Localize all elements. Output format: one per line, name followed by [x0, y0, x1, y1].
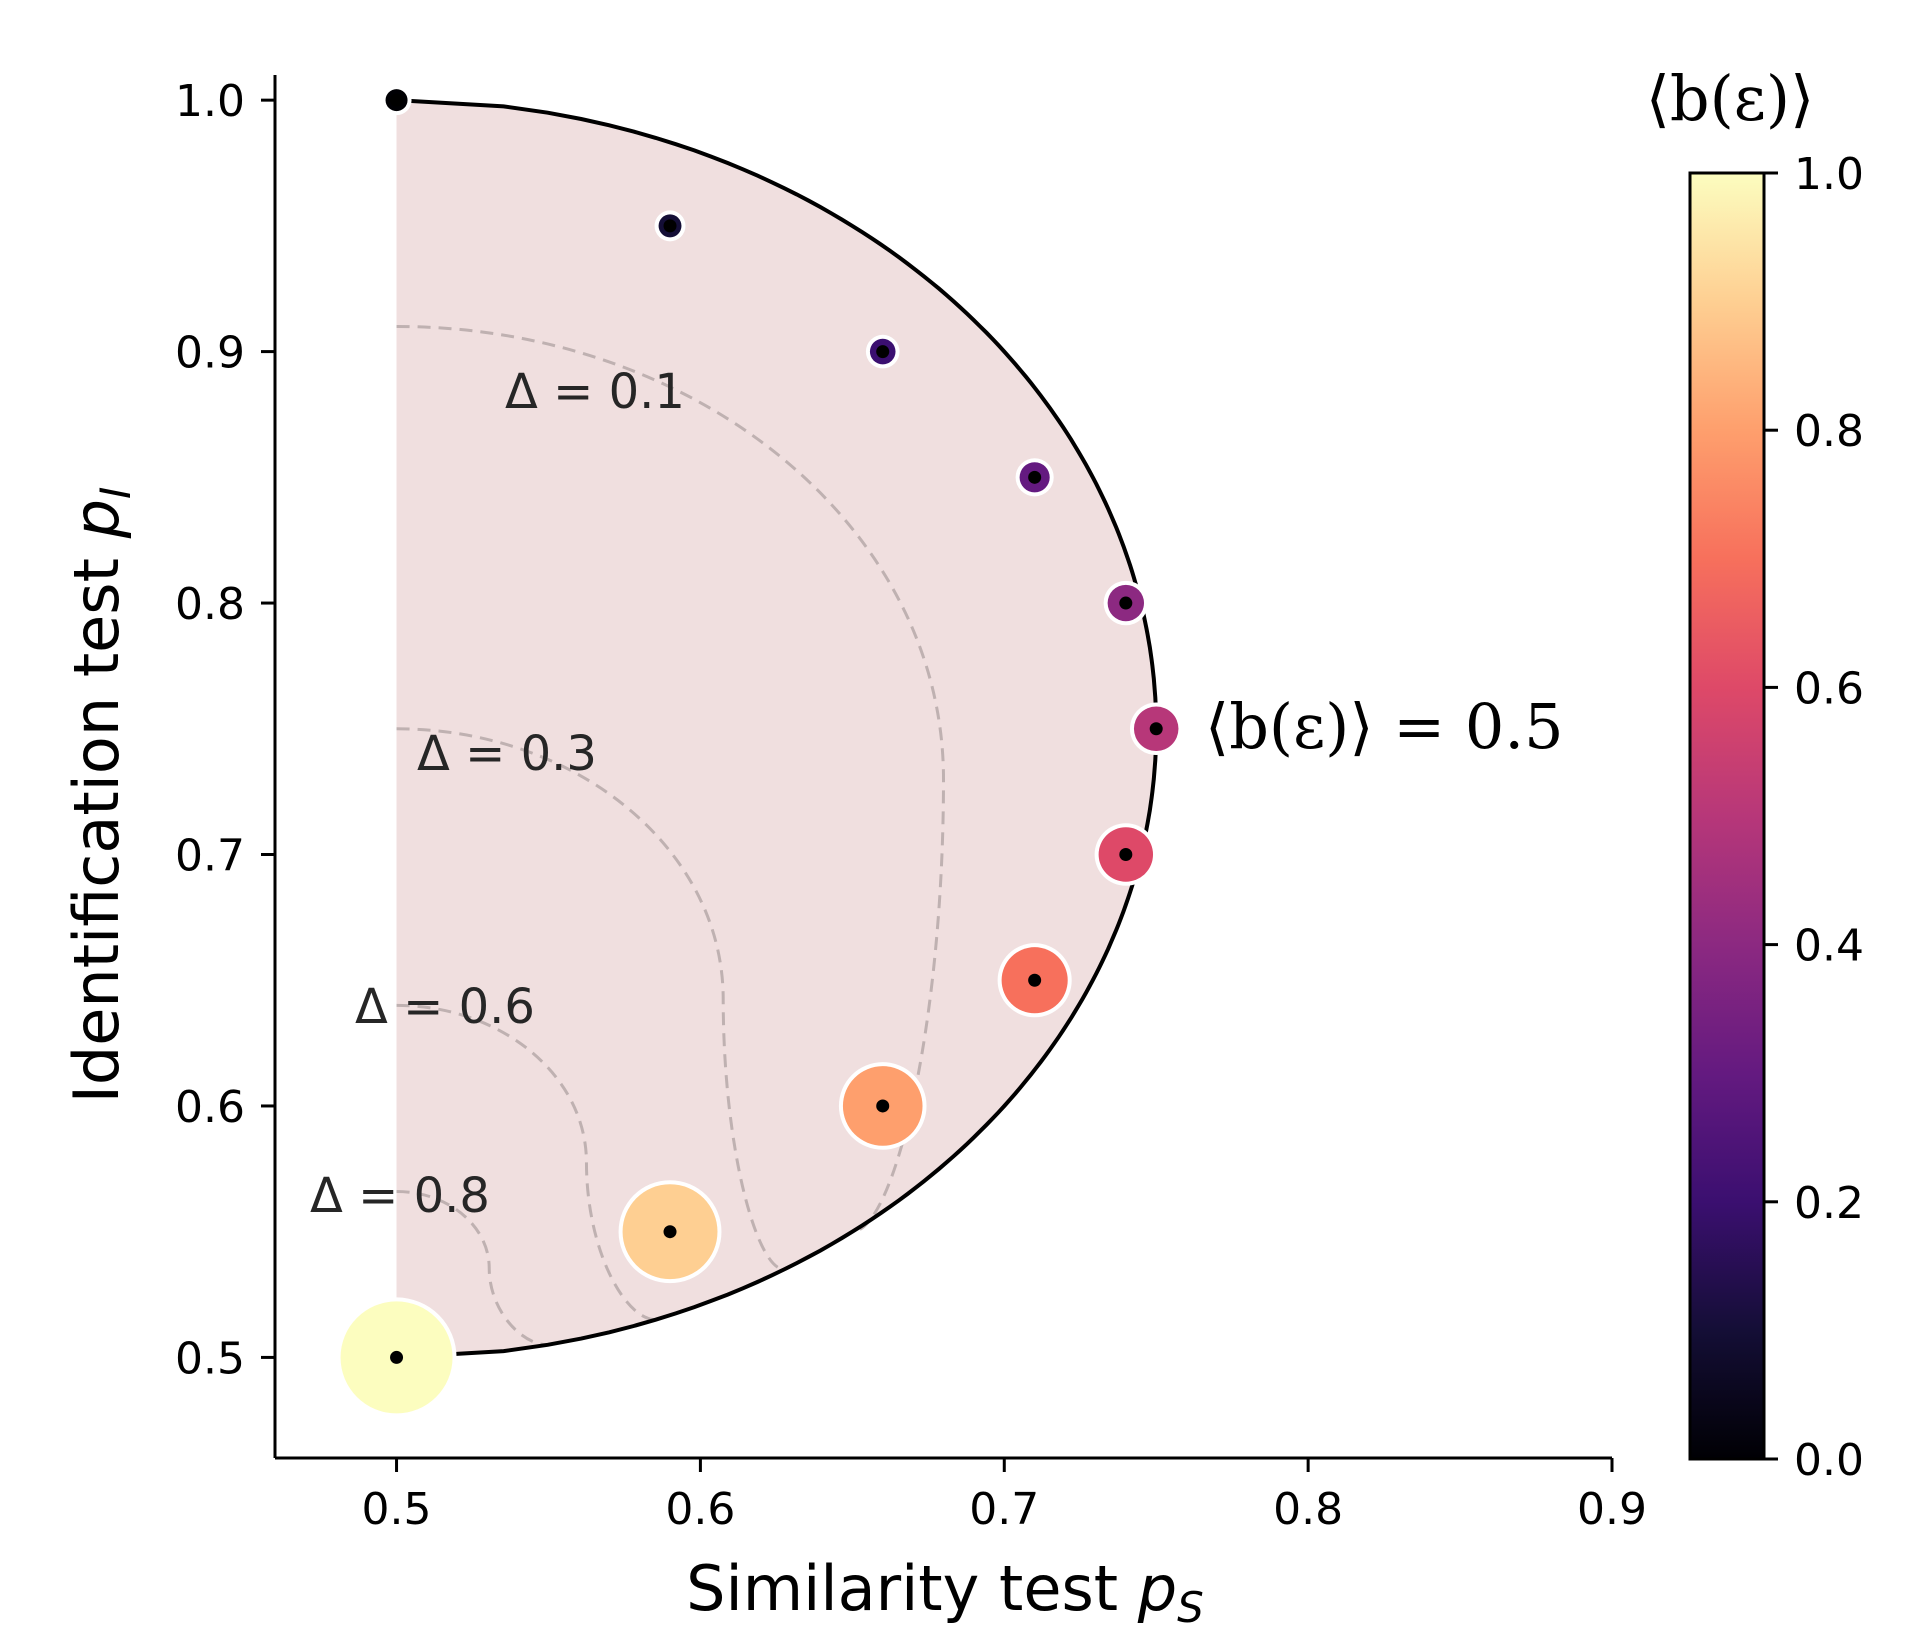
point-center-4	[1119, 596, 1133, 610]
y-tick-label: 0.9	[175, 328, 245, 379]
point-center-6	[1119, 848, 1133, 862]
x-tick-label: 0.9	[1577, 1484, 1647, 1535]
colorbar: ⟨b(ε)⟩ 0.0 0.2 0.4 0.6 0.8 1.0	[1646, 62, 1864, 1486]
point-center-8	[876, 1099, 890, 1113]
x-tick-label: 0.8	[1273, 1484, 1343, 1535]
colorbar-tick-label: 0.4	[1794, 921, 1864, 972]
y-tick-label: 0.6	[175, 1082, 245, 1133]
delta-contour-2	[396, 1003, 656, 1322]
colorbar-tick-label: 0.0	[1794, 1435, 1864, 1486]
x-tick-label: 0.5	[362, 1484, 432, 1535]
point-center-9	[663, 1225, 677, 1239]
point-center-5	[1149, 722, 1163, 736]
x-tick-label: 0.7	[969, 1484, 1039, 1535]
delta-contour-3	[396, 1189, 548, 1347]
colorbar-tick-label: 1.0	[1794, 149, 1864, 200]
y-tick-label: 0.8	[175, 579, 245, 630]
point-center-3	[1028, 470, 1042, 484]
colorbar-gradient	[1688, 171, 1766, 1461]
plot-area: Δ = 0.1 Δ = 0.3 Δ = 0.6 Δ = 0.8	[310, 85, 1183, 1418]
y-tick-label: 1.0	[175, 76, 245, 127]
x-axis-label: Similarity test pS	[686, 1552, 1204, 1632]
x-ticks: 0.5 0.6 0.7 0.8 0.9	[362, 1458, 1647, 1535]
x-tick-label: 0.6	[665, 1484, 735, 1535]
point-center-10	[390, 1350, 404, 1364]
colorbar-ticks: 0.0 0.2 0.4 0.6 0.8 1.0	[1764, 149, 1864, 1486]
colorbar-tick-label: 0.6	[1794, 663, 1864, 714]
delta-contours: Δ = 0.1 Δ = 0.3 Δ = 0.6 Δ = 0.8	[310, 324, 946, 1347]
colorbar-title: ⟨b(ε)⟩	[1646, 62, 1815, 135]
axes: 0.5 0.6 0.7 0.8 0.9 0.5 0.6 0.7 0.8 0.9 1.0	[175, 75, 1647, 1535]
y-ticks: 0.5 0.6 0.7 0.8 0.9 1.0	[175, 76, 275, 1384]
scatter-points	[336, 85, 1183, 1418]
delta-contour-1	[396, 727, 785, 1271]
point-center-0	[390, 93, 404, 107]
y-axis-label: Identification test pI	[60, 487, 140, 1104]
delta-label-1: Δ = 0.3	[417, 726, 597, 782]
delta-contour-0	[396, 324, 946, 1234]
y-tick-label: 0.7	[175, 831, 245, 882]
delta-label-0: Δ = 0.1	[505, 364, 685, 420]
point-center-2	[876, 345, 890, 359]
feasible-region	[396, 100, 1157, 1358]
annotation-label: ⟨b(ε)⟩ = 0.5	[1205, 690, 1564, 763]
point-center-7	[1028, 973, 1042, 987]
delta-label-2: Δ = 0.6	[355, 979, 535, 1035]
colorbar-tick-label: 0.8	[1794, 406, 1864, 457]
delta-label-3: Δ = 0.8	[310, 1168, 490, 1224]
y-tick-label: 0.5	[175, 1333, 245, 1384]
point-center-1	[663, 219, 677, 233]
colorbar-tick-label: 0.2	[1794, 1178, 1864, 1229]
